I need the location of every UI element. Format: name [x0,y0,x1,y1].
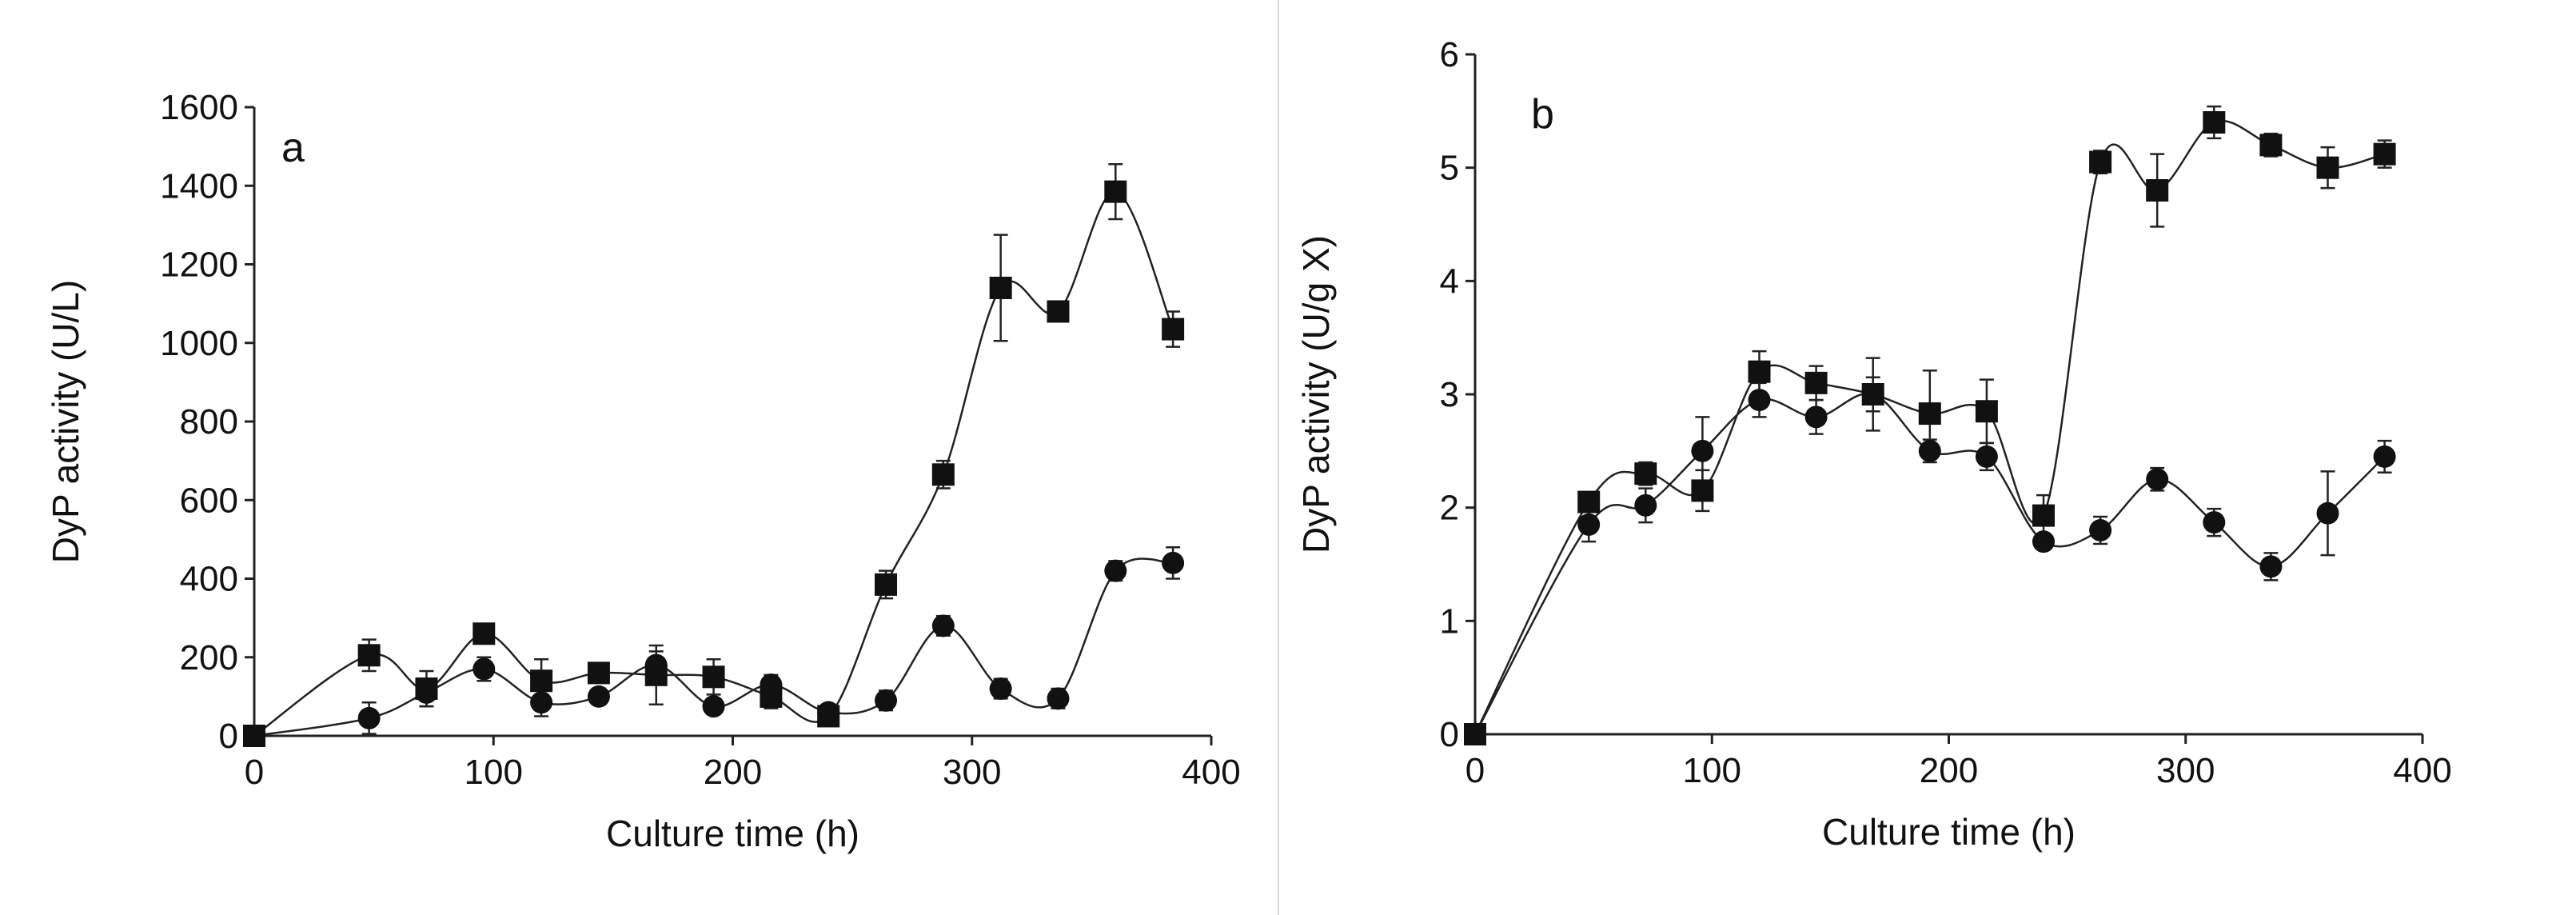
point-b-circle-15 [2373,445,2396,468]
point-b-square-5 [1804,371,1828,394]
x-tick-label-b-3: 300 [2156,751,2215,790]
y-tick-label-b-0: 0 [1440,715,1459,754]
x-tick-label-a-4: 400 [1182,753,1240,792]
point-a-circle-14 [1104,559,1127,582]
chart-panel-a: 0 200 400 600 800 1000 1200 1400 1600 0 100 200 300 4… [0,0,1279,915]
y-tick-label-b-4: 4 [1440,262,1459,301]
point-b-square-2 [1634,462,1657,485]
y-axis-title-b: DyP activity (U/g X) [1295,235,1337,553]
point-a-circle-5 [587,685,610,708]
point-b-circle-14 [2316,501,2339,525]
chart-b-svg: 0 1 2 3 4 5 6 0 100 200 300 400 Culture time (h) DyP … [1295,35,2452,853]
y-tick-label-a-7: 1400 [160,166,238,206]
point-a-square-15 [1162,318,1185,341]
point-a-circle-6 [644,653,668,677]
x-axis-title-a: Culture time (h) [606,813,859,854]
point-a-circle-10 [875,689,898,712]
point-b-circle-2 [1634,493,1657,517]
point-b-circle-6 [1861,383,1884,406]
series-line-a-circle [253,557,1174,737]
point-b-circle-3 [1691,439,1714,462]
x-tick-label-b-4: 400 [2393,751,2451,790]
point-a-square-10 [875,573,898,596]
point-a-circle-12 [989,677,1012,701]
point-b-square-1 [1577,490,1601,513]
y-tick-label-a-4: 800 [180,402,238,442]
x-tick-label-a-0: 0 [245,753,264,792]
point-a-circle-13 [1047,687,1070,710]
point-a-square-4 [530,669,553,693]
point-b-circle-12 [2203,511,2226,534]
point-b-circle-0 [1464,723,1486,745]
chart-panel-b: 0 1 2 3 4 5 6 0 100 200 300 400 Culture time (h) DyP … [1279,0,2576,915]
point-a-circle-4 [530,691,553,714]
point-b-circle-9 [2032,530,2055,553]
y-tick-label-b-3: 3 [1440,375,1459,414]
point-b-square-8 [1975,400,1998,423]
point-a-square-5 [587,661,610,685]
point-a-square-13 [1047,300,1070,323]
point-a-circle-2 [415,681,438,704]
y-tick-label-a-5: 1000 [160,324,238,363]
point-b-square-15 [2373,142,2396,166]
point-a-square-11 [931,463,955,486]
point-a-circle-8 [760,673,783,697]
point-b-square-9 [2032,504,2055,527]
point-a-square-14 [1104,180,1127,203]
point-b-square-12 [2203,111,2226,134]
point-b-circle-4 [1748,389,1771,412]
point-b-circle-10 [2089,519,2112,541]
point-b-circle-8 [1975,445,1998,468]
panel-label-a: a [281,125,305,171]
x-tick-label-b-0: 0 [1465,751,1485,790]
x-axis-title-b: Culture time (h) [1822,811,2076,853]
point-b-circle-11 [2146,468,2169,491]
point-a-square-1 [357,644,381,667]
y-tick-label-a-6: 1200 [160,246,238,285]
point-b-square-4 [1748,360,1771,383]
y-tick-label-b-5: 5 [1440,149,1459,188]
y-tick-label-a-8: 1600 [160,88,238,127]
point-b-circle-7 [1918,439,1941,462]
point-b-square-11 [2146,179,2169,202]
chart-a-svg: 0 200 400 600 800 1000 1200 1400 1600 0 100 200 300 4… [45,88,1241,854]
point-b-square-7 [1918,402,1941,426]
point-a-circle-1 [357,706,381,729]
x-tick-label-b-1: 100 [1683,751,1741,790]
x-tick-label-b-2: 200 [1920,751,1978,790]
point-a-square-12 [989,276,1012,299]
point-b-circle-5 [1804,406,1828,429]
point-b-square-14 [2316,156,2339,179]
y-tick-label-a-1: 200 [180,638,238,677]
y-tick-label-a-3: 600 [180,481,238,520]
point-b-square-13 [2259,134,2283,157]
y-axis-title-a: DyP activity (U/L) [45,280,86,563]
point-a-square-7 [702,665,725,689]
y-tick-label-b-1: 1 [1440,601,1459,641]
point-b-square-10 [2089,150,2112,174]
point-b-circle-13 [2259,555,2283,578]
point-a-circle-3 [473,657,496,681]
point-a-circle-0 [243,725,265,747]
y-tick-label-a-0: 0 [219,717,238,756]
point-a-circle-15 [1162,551,1185,574]
point-b-circle-1 [1577,513,1601,536]
point-b-square-3 [1691,479,1714,502]
y-tick-label-b-2: 2 [1440,489,1459,528]
y-tick-label-b-6: 6 [1440,35,1459,74]
y-tick-label-a-2: 400 [180,560,238,599]
point-a-circle-9 [817,701,840,724]
x-tick-label-a-1: 100 [465,753,523,792]
point-a-circle-11 [931,614,955,637]
x-tick-label-a-2: 200 [704,753,762,792]
panel-divider [1278,0,1279,915]
series-line-a-square [253,190,1174,737]
x-tick-label-a-3: 300 [943,753,1001,792]
point-a-circle-7 [702,695,725,718]
panel-label-b: b [1531,91,1554,138]
point-a-square-3 [473,622,496,645]
